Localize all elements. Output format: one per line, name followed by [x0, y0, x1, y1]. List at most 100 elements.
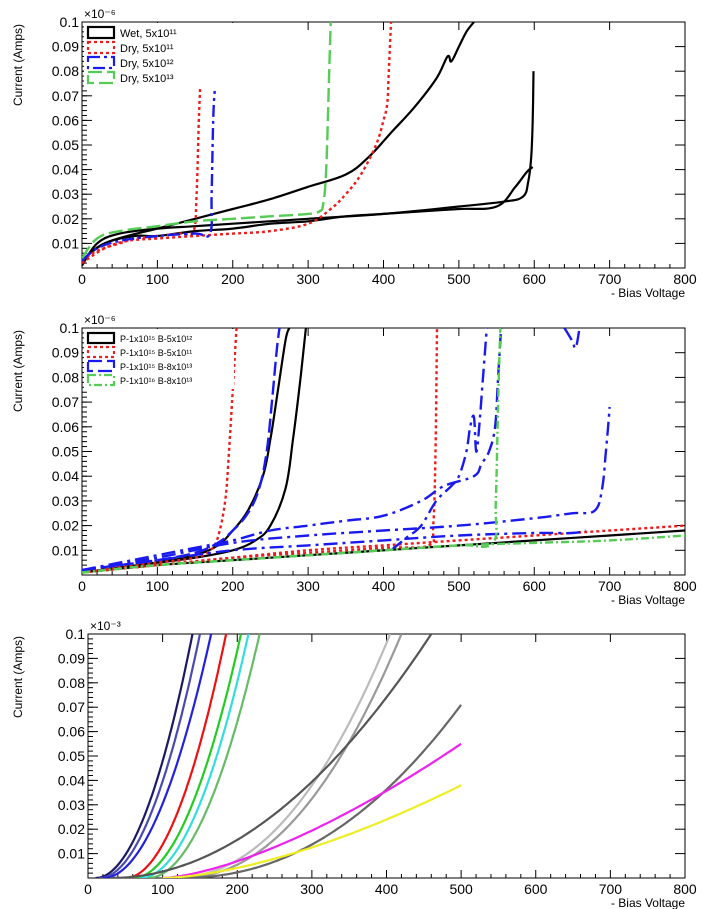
- series-line-5: [82, 328, 439, 574]
- x-tick-label: 100: [151, 881, 175, 897]
- series-group: [95, 634, 462, 878]
- x-tick-label: 200: [221, 271, 245, 287]
- chart-panel-1: 0 100 200 300 400 500 600 700 800 0.01 0.02 0.03 0.0…: [11, 7, 697, 300]
- legend-label: Dry, 5x10¹¹: [120, 43, 174, 55]
- x-tick-label: 800: [673, 578, 697, 594]
- legend-swatch: [86, 373, 116, 387]
- y-axis-label: Current (Amps): [11, 636, 25, 718]
- x-axis-label: - Bias Voltage: [611, 593, 685, 607]
- x-tick-label: 600: [523, 271, 547, 287]
- series-line-11: [177, 704, 462, 878]
- y-tick-label: 0.05: [52, 137, 79, 153]
- y-exponent-label: ×10⁻⁶: [84, 313, 116, 327]
- y-tick-label: 0.03: [58, 797, 85, 813]
- legend: Wet, 5x10¹¹ Dry, 5x10¹¹ Dry, 5x10¹² Dry, 5x…: [84, 23, 234, 87]
- x-tick-label: 600: [524, 881, 548, 897]
- series-line-1: [95, 634, 194, 878]
- x-tick-label: 0: [78, 578, 86, 594]
- x-tick-label: 800: [673, 271, 697, 287]
- x-tick-label: 400: [372, 578, 396, 594]
- y-tick-label: 0.05: [58, 748, 85, 764]
- x-tick-label: 0: [78, 271, 86, 287]
- y-tick-label: 0.02: [58, 821, 85, 837]
- x-tick-label: 0: [84, 881, 92, 897]
- x-axis-label: - Bias Voltage: [611, 896, 685, 909]
- x-tick-label: 300: [296, 578, 320, 594]
- x-tick-label: 300: [300, 881, 324, 897]
- y-tick-label: 0.09: [58, 650, 85, 666]
- legend-swatch: [86, 40, 116, 55]
- series-line-3: [102, 634, 213, 878]
- y-tick-label: 0.08: [58, 675, 85, 691]
- y-tick-label: 0.07: [52, 88, 79, 104]
- series-line-4: [125, 634, 228, 878]
- x-tick-label: 500: [449, 881, 473, 897]
- series-line-9: [82, 529, 586, 572]
- series-line-12: [162, 742, 462, 878]
- x-axis-label: - Bias Voltage: [611, 286, 685, 300]
- legend-swatch: [86, 345, 116, 359]
- legend-box: [84, 23, 234, 87]
- x-tick-label: 800: [673, 881, 697, 897]
- y-tick-label: 0.04: [58, 772, 85, 788]
- legend-label: P-1x10¹⁵ B-5x10¹¹: [120, 348, 192, 358]
- x-tick-label: 400: [372, 271, 396, 287]
- series-line-12: [563, 328, 581, 350]
- legend-swatch: [86, 55, 116, 70]
- series-group: [82, 328, 685, 574]
- series-line-1: [82, 22, 475, 264]
- y-tick-label: 0.06: [58, 724, 85, 740]
- x-tick-label: 700: [599, 881, 623, 897]
- x-tick-label: 500: [447, 271, 471, 287]
- y-tick-label: 0.07: [52, 394, 79, 410]
- y-tick-label: 0.01: [52, 235, 79, 251]
- y-tick-label: 0.1: [66, 626, 86, 642]
- y-tick-label: 0.07: [58, 699, 85, 715]
- y-tick-label: 0.01: [58, 846, 85, 862]
- legend-swatch: [86, 359, 116, 373]
- x-tick-label: 600: [523, 578, 547, 594]
- legend-label: Dry, 5x10¹²: [120, 58, 174, 70]
- legend-label: Dry, 5x10¹³: [120, 73, 174, 85]
- y-tick-label: 0.1: [60, 14, 80, 30]
- x-tick-label: 700: [598, 271, 622, 287]
- y-tick-label: 0.06: [52, 419, 79, 435]
- y-tick-label: 0.04: [52, 468, 79, 484]
- y-axis-label: Current (Amps): [11, 330, 25, 412]
- legend-label: P-1x10¹⁵ B-8x10¹³: [120, 362, 192, 372]
- series-line-5: [82, 22, 393, 265]
- x-tick-label: 300: [296, 271, 320, 287]
- series-line-8: [82, 328, 503, 572]
- y-exponent-label: ×10⁻⁶: [84, 7, 116, 21]
- series-line-6: [140, 634, 250, 878]
- series-line-13: [162, 784, 462, 878]
- y-tick-label: 0.03: [52, 186, 79, 202]
- y-tick-label: 0.05: [52, 444, 79, 460]
- y-tick-label: 0.03: [52, 493, 79, 509]
- y-tick-label: 0.08: [52, 63, 79, 79]
- legend-label: P-1x10¹⁵ B-5x10¹²: [120, 334, 192, 344]
- y-tick-label: 0.06: [52, 112, 79, 128]
- legend-swatch: [86, 25, 116, 40]
- series-line-6: [82, 90, 216, 262]
- x-tick-label: 200: [226, 881, 250, 897]
- legend-swatch: [86, 331, 116, 345]
- y-axis-label: Current (Amps): [11, 24, 25, 106]
- series-line-10: [110, 634, 433, 878]
- x-tick-label: 200: [221, 578, 245, 594]
- series-group: [82, 22, 535, 267]
- y-tick-label: 0.01: [52, 542, 79, 558]
- series-line-2: [99, 634, 201, 878]
- series-line-11: [390, 328, 488, 552]
- y-tick-label: 0.02: [52, 211, 79, 227]
- series-line-6: [82, 524, 685, 574]
- y-tick-label: 0.1: [60, 320, 80, 336]
- series-line-10: [82, 406, 611, 572]
- y-tick-label: 0.04: [52, 162, 79, 178]
- x-tick-label: 400: [375, 881, 399, 897]
- y-tick-label: 0.08: [52, 369, 79, 385]
- legend-label: P-1x10¹⁶ B-8x10¹³: [120, 376, 192, 386]
- chart-panel-2: 0 100 200 300 400 500 600 700 800 0.01 0.02 0.03 0.0…: [11, 313, 697, 607]
- legend: P-1x10¹⁵ B-5x10¹² P-1x10¹⁵ B-5x10¹¹ P-1x10…: [84, 329, 234, 389]
